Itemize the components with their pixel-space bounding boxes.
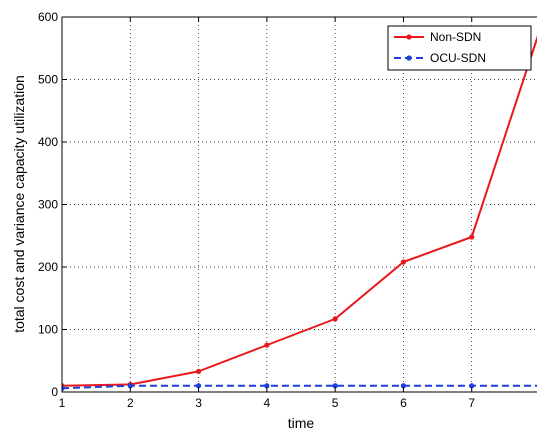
data-point — [332, 383, 338, 389]
series-line — [62, 35, 537, 387]
x-tick-label: 6 — [400, 396, 407, 410]
legend: Non-SDN OCU-SDN — [387, 25, 532, 71]
x-axis-label: time — [288, 415, 315, 431]
data-point — [195, 383, 202, 389]
x-tick-label: 5 — [332, 396, 339, 410]
y-tick-label: 100 — [38, 323, 58, 337]
x-axis-ticks: 12345678 — [59, 17, 537, 410]
x-tick-label: 2 — [127, 396, 134, 410]
legend-entry: OCU-SDN — [394, 51, 486, 65]
y-tick-label: 400 — [38, 135, 58, 149]
y-tick-label: 600 — [38, 10, 58, 24]
x-tick-label: 1 — [59, 396, 66, 410]
legend-label: OCU-SDN — [430, 51, 486, 65]
legend-label: Non-SDN — [430, 30, 481, 44]
legend-marker — [406, 55, 412, 61]
series-line — [62, 384, 537, 390]
y-tick-label: 0 — [51, 385, 58, 399]
data-point — [469, 234, 475, 240]
plot-area — [62, 35, 537, 391]
data-point — [127, 383, 133, 389]
data-point — [400, 383, 407, 389]
series-ocu-sdn — [62, 383, 537, 391]
data-point — [62, 385, 65, 391]
legend-marker — [406, 34, 412, 40]
series-layer — [62, 35, 537, 391]
data-point — [332, 316, 338, 322]
x-tick-label: 4 — [264, 396, 271, 410]
data-point — [264, 342, 270, 348]
y-axis-label: total cost and variance capacity utiliza… — [11, 75, 27, 333]
data-point — [264, 383, 270, 389]
data-point — [195, 368, 202, 374]
y-tick-label: 500 — [38, 73, 58, 87]
legend-box — [387, 25, 532, 71]
series-non-sdn — [62, 35, 537, 389]
legend-entry: Non-SDN — [394, 30, 481, 44]
x-tick-label: 3 — [195, 396, 202, 410]
grid-lines — [62, 17, 537, 392]
y-axis-ticks: 0 100 200 300 400 500 600 — [38, 10, 67, 399]
data-point — [469, 383, 475, 389]
x-tick-label: 7 — [468, 396, 475, 410]
data-point — [400, 259, 407, 265]
y-tick-label: 300 — [38, 198, 58, 212]
y-tick-label: 200 — [38, 260, 58, 274]
